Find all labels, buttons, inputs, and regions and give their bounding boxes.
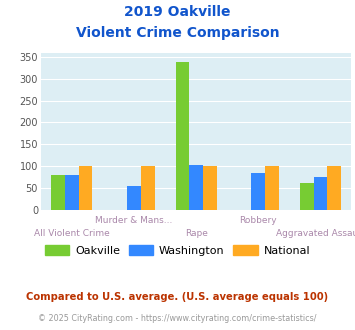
- Text: Rape: Rape: [185, 229, 208, 238]
- Text: Violent Crime Comparison: Violent Crime Comparison: [76, 26, 279, 40]
- Text: Robbery: Robbery: [240, 216, 277, 225]
- Text: All Violent Crime: All Violent Crime: [34, 229, 110, 238]
- Bar: [251, 173, 265, 210]
- Bar: [327, 166, 341, 210]
- Bar: [127, 185, 141, 210]
- Text: Compared to U.S. average. (U.S. average equals 100): Compared to U.S. average. (U.S. average …: [26, 292, 329, 302]
- Bar: [65, 175, 79, 210]
- Bar: [176, 61, 189, 210]
- Bar: [313, 177, 327, 210]
- Text: Aggravated Assault: Aggravated Assault: [276, 229, 355, 238]
- Text: Murder & Mans...: Murder & Mans...: [95, 216, 173, 225]
- Bar: [203, 166, 217, 210]
- Bar: [189, 165, 203, 210]
- Bar: [51, 175, 65, 210]
- Text: 2019 Oakville: 2019 Oakville: [124, 5, 231, 19]
- Bar: [265, 166, 279, 210]
- Bar: [141, 166, 154, 210]
- Legend: Oakville, Washington, National: Oakville, Washington, National: [40, 240, 315, 260]
- Bar: [79, 166, 92, 210]
- Text: © 2025 CityRating.com - https://www.cityrating.com/crime-statistics/: © 2025 CityRating.com - https://www.city…: [38, 314, 317, 323]
- Bar: [300, 183, 313, 210]
